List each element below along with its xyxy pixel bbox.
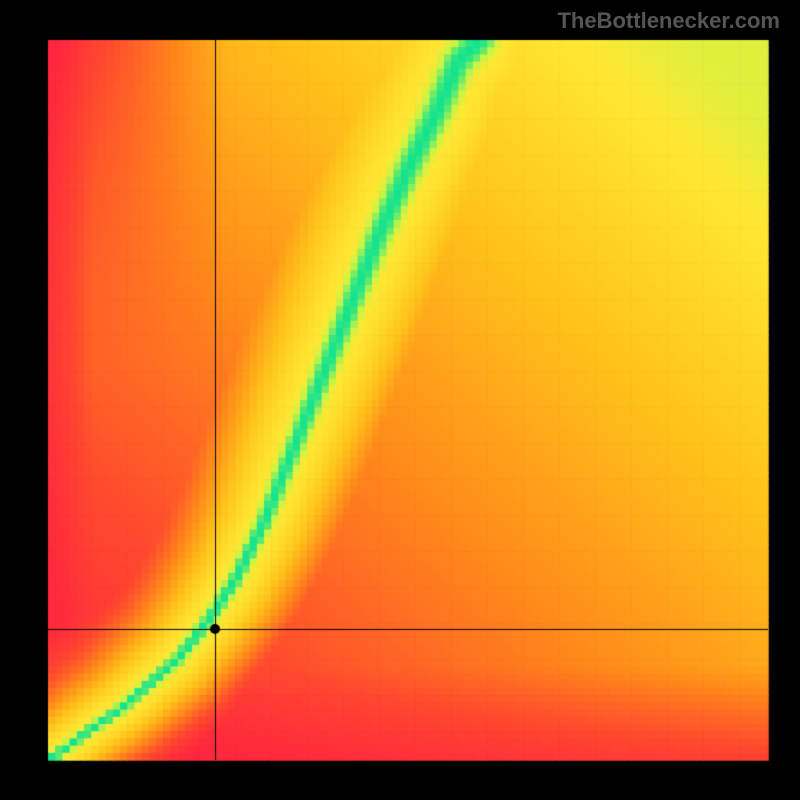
watermark-text: TheBottlenecker.com bbox=[557, 8, 780, 34]
chart-container: TheBottlenecker.com bbox=[0, 0, 800, 800]
heatmap-canvas bbox=[0, 0, 800, 800]
